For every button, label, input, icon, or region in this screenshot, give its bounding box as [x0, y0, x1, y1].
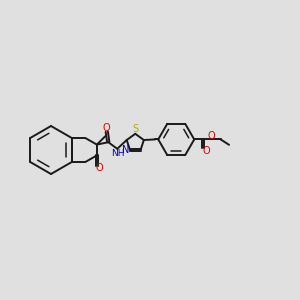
- Text: NH: NH: [111, 149, 125, 158]
- Text: S: S: [132, 124, 138, 134]
- Text: O: O: [102, 123, 110, 133]
- Text: O: O: [208, 130, 215, 140]
- Text: O: O: [96, 163, 104, 173]
- Text: N: N: [122, 145, 129, 155]
- Text: O: O: [202, 146, 210, 156]
